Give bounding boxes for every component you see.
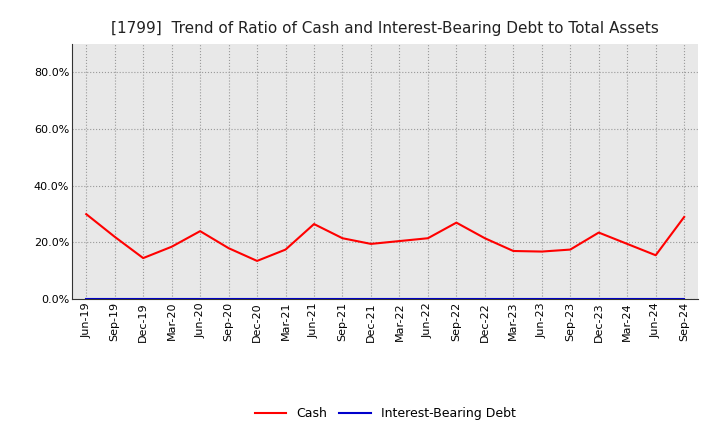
Interest-Bearing Debt [595,297,603,302]
Interest-Bearing Debt [253,297,261,302]
Interest-Bearing Debt [480,297,489,302]
Cash [110,234,119,239]
Interest-Bearing Debt [225,297,233,302]
Interest-Bearing Debt [566,297,575,302]
Cash [225,246,233,251]
Cash [452,220,461,225]
Interest-Bearing Debt [395,297,404,302]
Cash [566,247,575,252]
Cash [282,247,290,252]
Cash [310,221,318,227]
Interest-Bearing Debt [196,297,204,302]
Interest-Bearing Debt [310,297,318,302]
Cash [623,241,631,246]
Cash [595,230,603,235]
Cash [423,235,432,241]
Interest-Bearing Debt [423,297,432,302]
Cash [509,248,518,253]
Interest-Bearing Debt [139,297,148,302]
Cash [652,253,660,258]
Interest-Bearing Debt [623,297,631,302]
Cash [139,256,148,261]
Interest-Bearing Debt [680,297,688,302]
Cash [395,238,404,244]
Interest-Bearing Debt [338,297,347,302]
Interest-Bearing Debt [110,297,119,302]
Line: Cash: Cash [86,214,684,261]
Interest-Bearing Debt [452,297,461,302]
Cash [537,249,546,254]
Cash [196,228,204,234]
Title: [1799]  Trend of Ratio of Cash and Interest-Bearing Debt to Total Assets: [1799] Trend of Ratio of Cash and Intere… [112,21,659,36]
Interest-Bearing Debt [82,297,91,302]
Interest-Bearing Debt [167,297,176,302]
Cash [338,235,347,241]
Cash [253,258,261,264]
Interest-Bearing Debt [537,297,546,302]
Cash [82,212,91,217]
Interest-Bearing Debt [652,297,660,302]
Interest-Bearing Debt [282,297,290,302]
Cash [480,235,489,241]
Cash [366,241,375,246]
Interest-Bearing Debt [509,297,518,302]
Legend: Cash, Interest-Bearing Debt: Cash, Interest-Bearing Debt [250,403,521,425]
Cash [167,244,176,249]
Cash [680,214,688,220]
Interest-Bearing Debt [366,297,375,302]
